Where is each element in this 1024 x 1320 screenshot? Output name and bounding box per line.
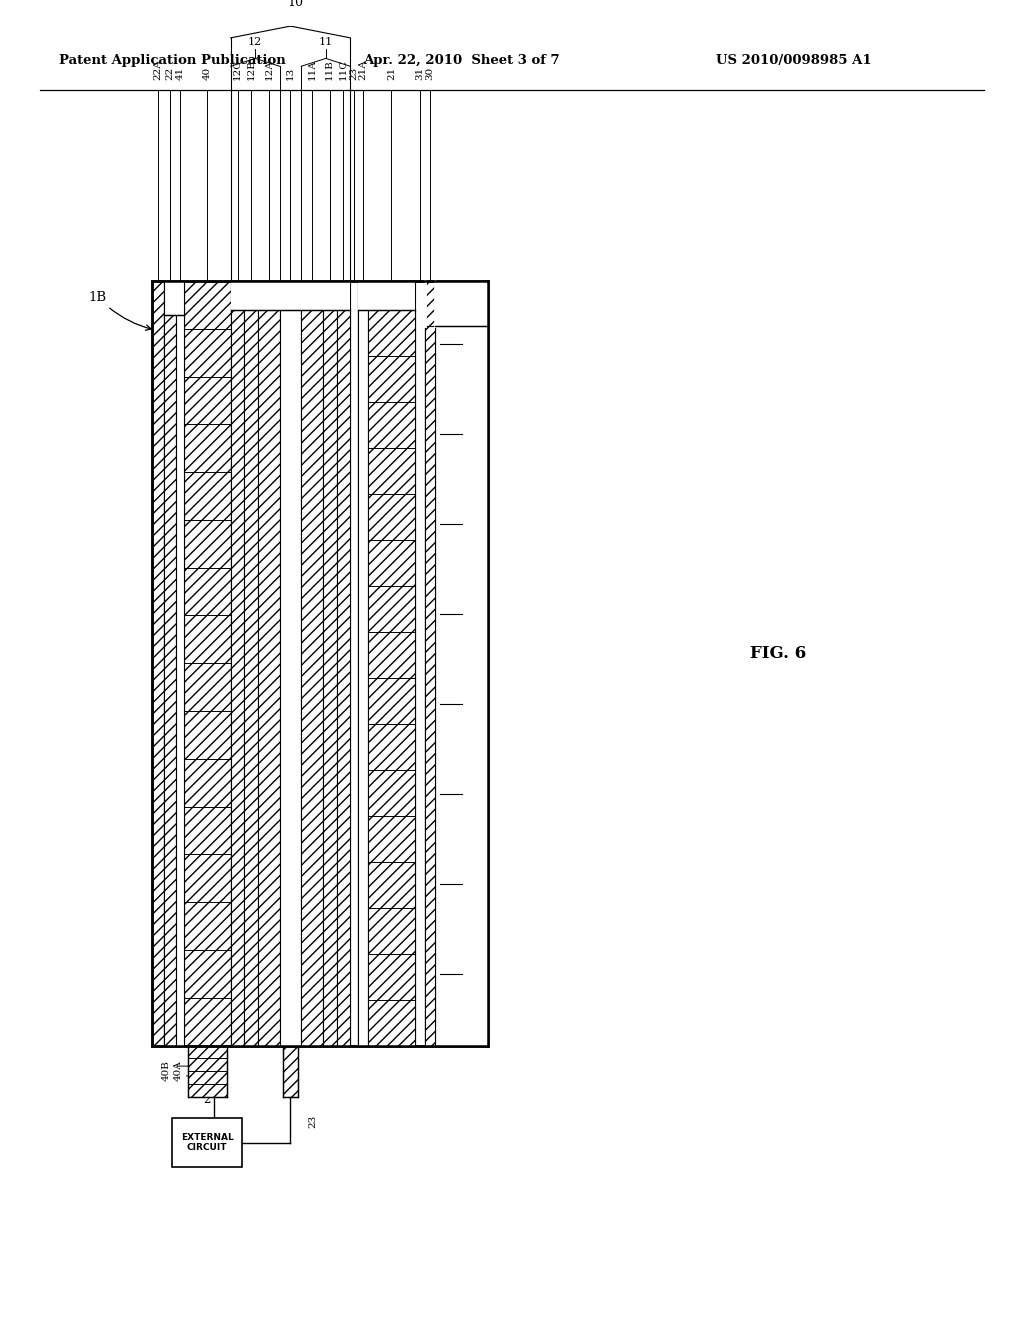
- Bar: [337, 310, 350, 1045]
- Text: 11: 11: [318, 37, 333, 46]
- Bar: [176, 315, 183, 1045]
- Bar: [187, 1045, 226, 1097]
- Bar: [358, 281, 368, 1045]
- Text: 22A: 22A: [154, 59, 163, 81]
- Bar: [323, 310, 337, 1045]
- Bar: [153, 281, 164, 1045]
- Bar: [323, 281, 337, 1045]
- Bar: [283, 1045, 298, 1097]
- Bar: [230, 281, 350, 310]
- Text: US 2010/0098985 A1: US 2010/0098985 A1: [716, 54, 871, 67]
- Bar: [425, 326, 434, 1045]
- Text: 21A: 21A: [358, 59, 368, 81]
- Text: Apr. 22, 2010  Sheet 3 of 7: Apr. 22, 2010 Sheet 3 of 7: [362, 54, 560, 67]
- Bar: [301, 281, 323, 1045]
- Text: 21: 21: [387, 67, 396, 81]
- Bar: [368, 310, 415, 1045]
- Text: 13: 13: [286, 67, 295, 81]
- Bar: [280, 281, 301, 1045]
- Bar: [434, 281, 488, 1045]
- Bar: [425, 281, 434, 1045]
- Bar: [245, 281, 258, 1045]
- Text: 31: 31: [416, 67, 424, 81]
- Bar: [176, 281, 183, 1045]
- Bar: [230, 281, 245, 1045]
- Text: 12B: 12B: [247, 59, 256, 81]
- Bar: [350, 281, 358, 1045]
- Bar: [337, 281, 350, 1045]
- Bar: [280, 310, 301, 1045]
- Bar: [415, 281, 425, 1045]
- Bar: [245, 310, 258, 1045]
- Bar: [301, 310, 323, 1045]
- Text: 11A: 11A: [307, 59, 316, 81]
- Text: 40: 40: [203, 67, 212, 81]
- Bar: [358, 281, 415, 310]
- Text: FIG. 6: FIG. 6: [751, 645, 807, 661]
- Text: 40B: 40B: [162, 1060, 170, 1081]
- Text: 12: 12: [248, 37, 262, 46]
- Bar: [230, 310, 245, 1045]
- Text: EXTERNAL
CIRCUIT: EXTERNAL CIRCUIT: [181, 1133, 233, 1152]
- Bar: [164, 281, 176, 1045]
- Bar: [358, 310, 368, 1045]
- Text: 11C: 11C: [339, 59, 348, 81]
- Bar: [258, 310, 280, 1045]
- Text: 12A: 12A: [264, 59, 273, 81]
- Bar: [183, 281, 230, 1045]
- Bar: [172, 1118, 243, 1167]
- Text: 12C: 12C: [233, 59, 242, 81]
- Bar: [434, 326, 488, 1045]
- Bar: [164, 315, 176, 1045]
- Bar: [153, 281, 488, 1045]
- Text: 1B: 1B: [88, 290, 152, 330]
- Text: 23: 23: [349, 67, 358, 81]
- Text: 40A: 40A: [173, 1061, 182, 1081]
- Text: Patent Application Publication: Patent Application Publication: [59, 54, 286, 67]
- Bar: [258, 281, 280, 1045]
- Bar: [368, 281, 415, 1045]
- Text: 2: 2: [204, 1093, 211, 1106]
- Text: 41: 41: [175, 67, 184, 81]
- Text: 10: 10: [288, 0, 303, 9]
- Text: 23: 23: [308, 1114, 317, 1127]
- Bar: [434, 281, 488, 326]
- Text: 11B: 11B: [326, 59, 334, 81]
- Bar: [164, 281, 183, 315]
- Text: 30: 30: [425, 67, 434, 81]
- Text: 22: 22: [166, 67, 174, 81]
